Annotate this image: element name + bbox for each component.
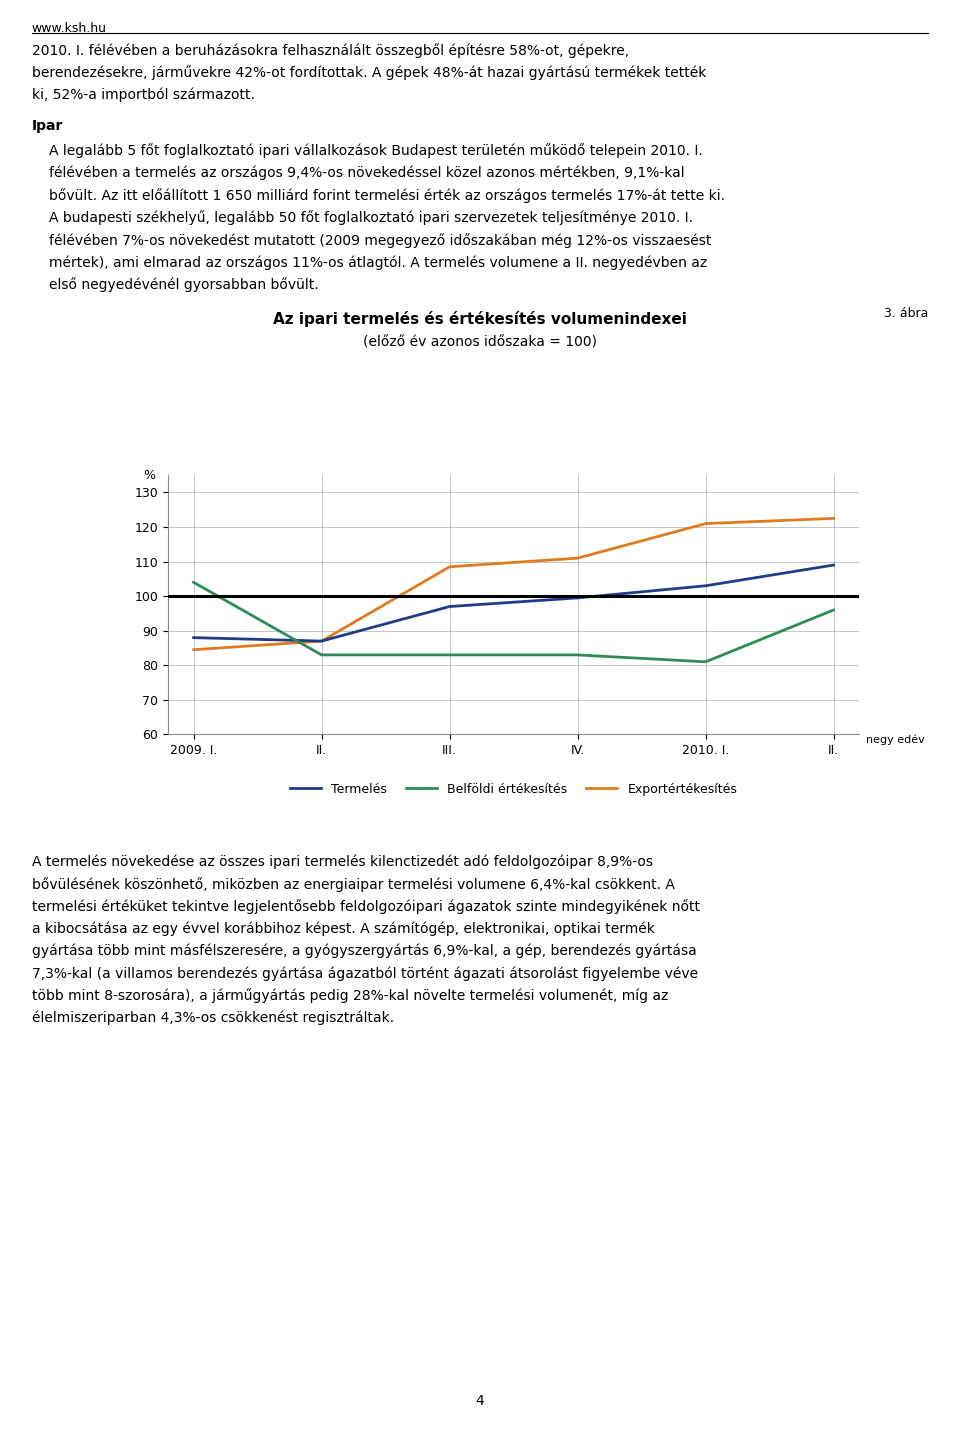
Text: Ipar: Ipar bbox=[32, 120, 63, 132]
Text: 4: 4 bbox=[475, 1394, 485, 1408]
Text: berendezésekre, járművekre 42%-ot fordítottak. A gépek 48%-át hazai gyártású ter: berendezésekre, járművekre 42%-ot fordít… bbox=[32, 65, 706, 81]
Text: gyártása több mint másfélszeresére, a gyógyszergyártás 6,9%-kal, a gép, berendez: gyártása több mint másfélszeresére, a gy… bbox=[32, 943, 696, 958]
Text: mértek), ami elmarad az országos 11%-os átlagtól. A termelés volumene a II. negy: mértek), ami elmarad az országos 11%-os … bbox=[49, 255, 708, 269]
Text: 3. ábra: 3. ábra bbox=[884, 307, 928, 320]
Text: 2010. I. félévében a beruházásokra felhasználált összegből építésre 58%-ot, gépe: 2010. I. félévében a beruházásokra felha… bbox=[32, 43, 629, 58]
Text: bővült. Az itt előállított 1 650 milliárd forint termelési érték az országos ter: bővült. Az itt előállított 1 650 milliár… bbox=[49, 189, 725, 203]
Text: negy edév: negy edév bbox=[866, 734, 924, 744]
Text: élelmiszeriparban 4,3%-os csökkenést regisztráltak.: élelmiszeriparban 4,3%-os csökkenést reg… bbox=[32, 1011, 394, 1025]
Text: 7,3%-kal (a villamos berendezés gyártása ágazatból történt ágazati átsorolást fi: 7,3%-kal (a villamos berendezés gyártása… bbox=[32, 966, 698, 981]
Text: Az ipari termelés és értékesítés volumenindexei: Az ipari termelés és értékesítés volumen… bbox=[273, 311, 687, 327]
Legend: Termelés, Belföldi értékesítés, Exportértékesítés: Termelés, Belföldi értékesítés, Exportér… bbox=[285, 778, 742, 801]
Text: termelési értéküket tekintve legjelentősebb feldolgozóipari ágazatok szinte mind: termelési értéküket tekintve legjelentős… bbox=[32, 899, 700, 914]
Text: (előző év azonos időszaka = 100): (előző év azonos időszaka = 100) bbox=[363, 336, 597, 350]
Text: a kibocsátása az egy évvel korábbihoz képest. A számítógép, elektronikai, optika: a kibocsátása az egy évvel korábbihoz ké… bbox=[32, 922, 655, 936]
Text: bővülésének köszönhető, miközben az energiaipar termelési volumene 6,4%-kal csök: bővülésének köszönhető, miközben az ener… bbox=[32, 877, 675, 891]
Text: félévében a termelés az országos 9,4%-os növekedéssel közel azonos mértékben, 9,: félévében a termelés az országos 9,4%-os… bbox=[49, 166, 684, 180]
Text: %: % bbox=[143, 469, 155, 482]
Text: A termelés növekedése az összes ipari termelés kilenctizedét adó feldolgozóipar : A termelés növekedése az összes ipari te… bbox=[32, 854, 653, 868]
Text: A budapesti székhelyű, legalább 50 főt foglalkoztató ipari szervezetek teljesítm: A budapesti székhelyű, legalább 50 főt f… bbox=[49, 210, 693, 226]
Text: félévében 7%-os növekedést mutatott (2009 megegyező időszakában még 12%-os vissz: félévében 7%-os növekedést mutatott (200… bbox=[49, 233, 711, 248]
Text: www.ksh.hu: www.ksh.hu bbox=[32, 22, 107, 35]
Text: több mint 8-szorosára), a járműgyártás pedig 28%-kal növelte termelési volumenét: több mint 8-szorosára), a járműgyártás p… bbox=[32, 988, 668, 1004]
Text: A legalább 5 főt foglalkoztató ipari vállalkozások Budapest területén működő tel: A legalább 5 főt foglalkoztató ipari vál… bbox=[49, 144, 703, 158]
Text: ki, 52%-a importból származott.: ki, 52%-a importból származott. bbox=[32, 88, 254, 102]
Text: első negyedévénél gyorsabban bővült.: első negyedévénél gyorsabban bővült. bbox=[49, 278, 319, 292]
